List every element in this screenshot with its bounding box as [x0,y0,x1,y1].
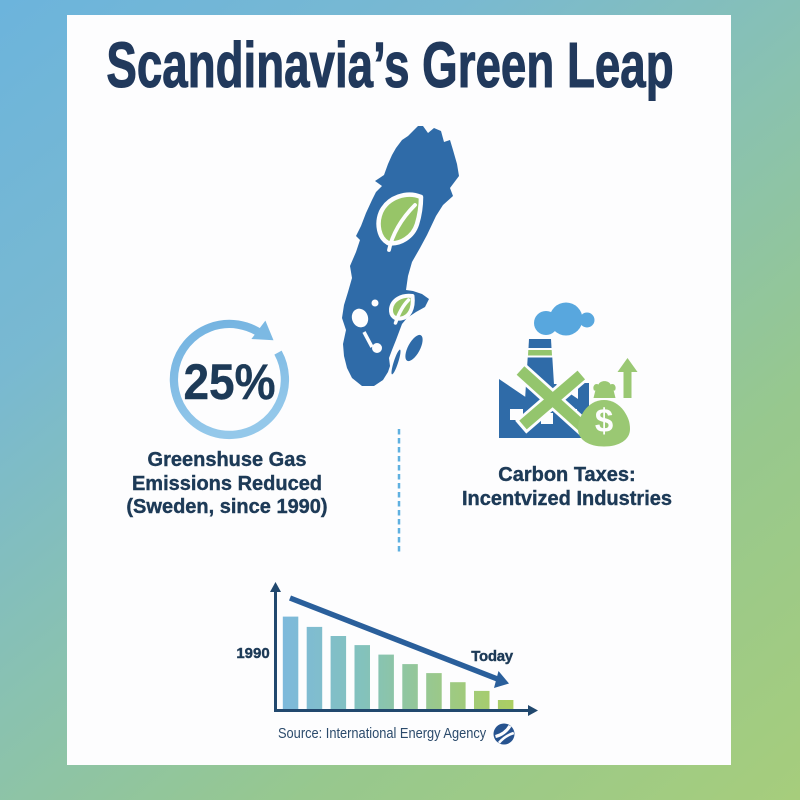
svg-text:$: $ [595,402,613,439]
